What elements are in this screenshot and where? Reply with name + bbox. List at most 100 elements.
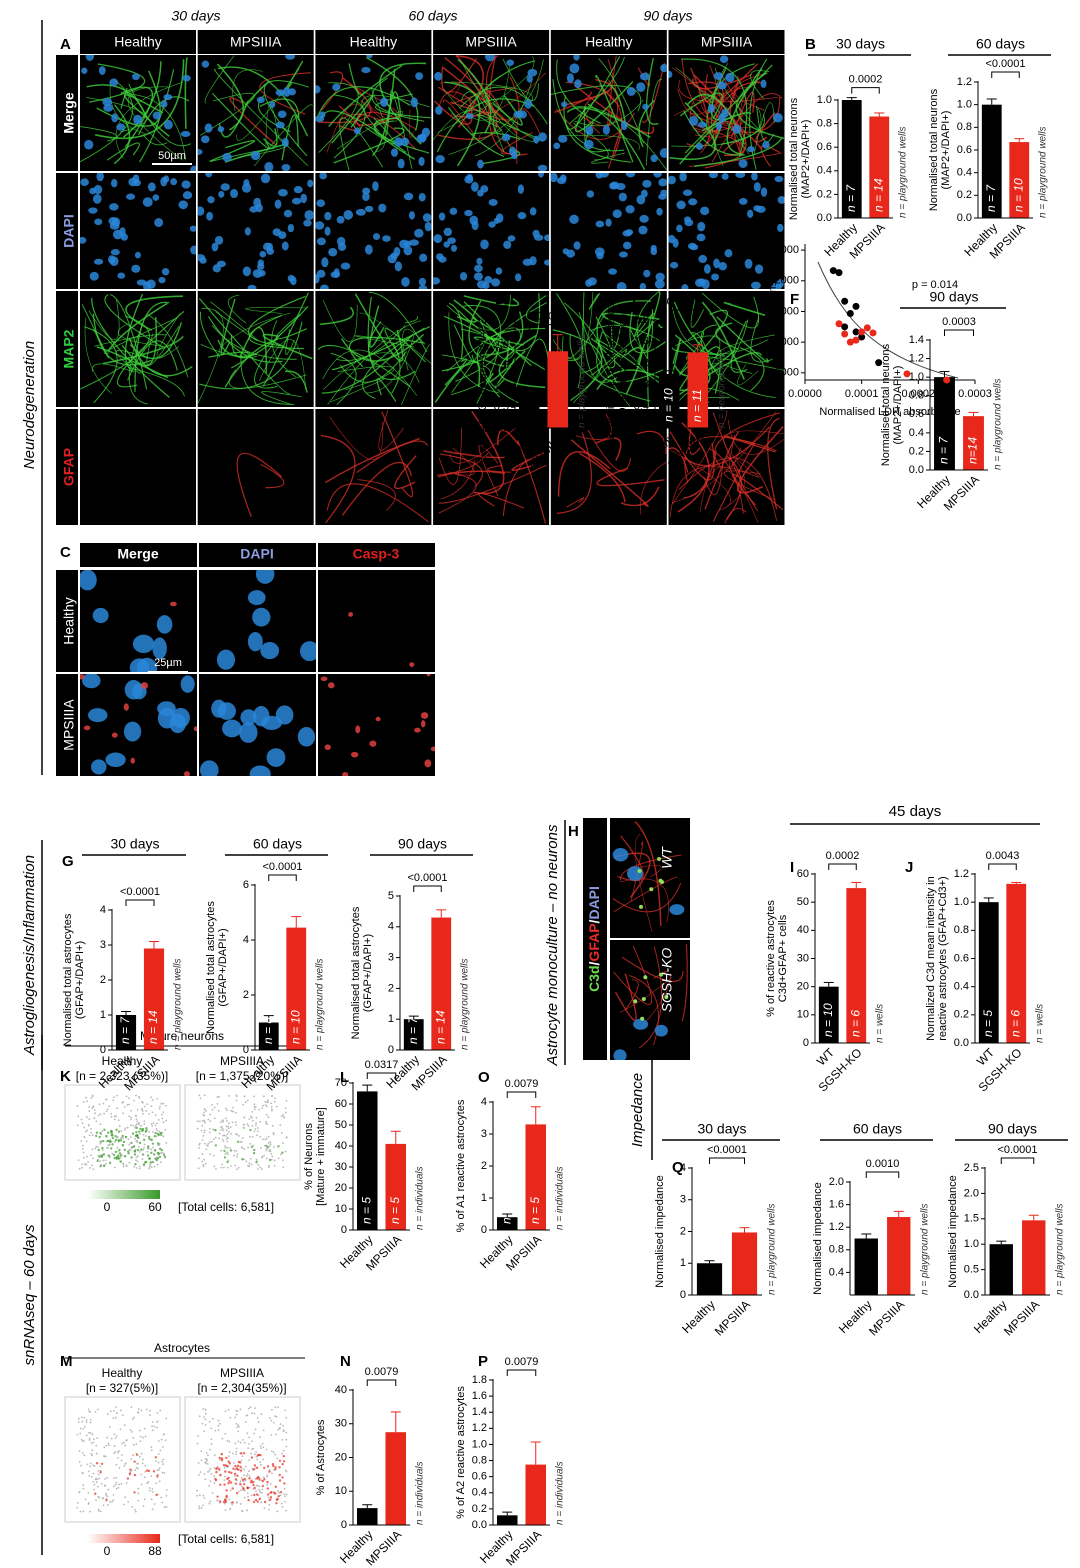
cell-dot xyxy=(111,1143,114,1146)
cell-dot xyxy=(102,1504,105,1507)
nucleus xyxy=(537,173,545,178)
nucleus xyxy=(214,235,224,245)
cell-dot xyxy=(222,1140,225,1143)
cell-dot xyxy=(251,1412,253,1415)
nucleus xyxy=(513,110,524,118)
cell-dot xyxy=(260,1447,262,1449)
fiber xyxy=(502,459,528,517)
significance-bracket xyxy=(528,324,559,331)
cell-dot xyxy=(148,1157,151,1160)
micrograph xyxy=(550,409,667,525)
fiber xyxy=(681,58,735,125)
cell-dot xyxy=(120,1409,122,1412)
fiber xyxy=(636,430,667,455)
fiber xyxy=(515,338,550,387)
cell-dot xyxy=(143,1498,146,1501)
fiber xyxy=(113,104,131,165)
cell-dot xyxy=(223,1479,226,1482)
y-tick-label: 6000 xyxy=(775,336,799,348)
micrograph xyxy=(80,173,196,289)
cell-dot xyxy=(140,1409,143,1412)
cell-dot xyxy=(219,1458,221,1461)
cell-dot xyxy=(204,1458,207,1460)
point xyxy=(863,324,871,332)
fiber xyxy=(485,75,536,140)
cell-dot xyxy=(245,1475,248,1477)
fiber xyxy=(221,312,291,347)
fiber xyxy=(598,58,644,144)
cell-dot xyxy=(152,1153,156,1156)
cell-dot xyxy=(119,1139,123,1142)
column-header xyxy=(80,543,197,567)
nucleus xyxy=(102,97,113,107)
fiber xyxy=(80,126,118,142)
nucleus xyxy=(605,218,612,227)
cell-dot xyxy=(278,1479,282,1482)
cell-dot xyxy=(248,1470,250,1473)
fiber xyxy=(473,336,524,351)
y-axis-label: % of A2 reactive astrocytes xyxy=(455,1386,467,1519)
p-value: 0.0003 xyxy=(527,311,561,323)
nucleus xyxy=(278,231,287,239)
c3d-dot xyxy=(637,869,642,874)
cell-dot xyxy=(217,1419,220,1422)
cell-dot xyxy=(142,1148,145,1151)
chart-title: 90 days xyxy=(929,289,978,305)
nucleus xyxy=(315,115,325,123)
cell-dot xyxy=(198,1507,200,1510)
cell-dot xyxy=(251,1125,254,1127)
column-header xyxy=(315,30,432,54)
cell-dot xyxy=(152,1470,156,1473)
micrograph-content xyxy=(197,55,313,171)
cell-dot xyxy=(115,1115,118,1118)
nucleus xyxy=(394,261,402,272)
cell-dot xyxy=(112,1153,116,1156)
cell-dot xyxy=(248,1459,251,1462)
n-note: n = playground wells xyxy=(460,959,471,1050)
cell-dot xyxy=(102,1102,105,1105)
cell-dot xyxy=(214,1429,217,1432)
nucleus xyxy=(283,209,293,218)
cell-dot xyxy=(272,1131,275,1134)
cell-dot xyxy=(144,1435,147,1438)
fiber xyxy=(228,294,247,324)
y-tick-label: 5 xyxy=(388,890,394,902)
fiber xyxy=(458,86,548,125)
cell-dot xyxy=(259,1166,262,1169)
cell-dot xyxy=(281,1462,284,1466)
y-tick-label: 0.4 xyxy=(634,400,649,412)
cell-dot xyxy=(120,1154,123,1157)
cell-dot xyxy=(254,1407,256,1410)
cell-dot xyxy=(95,1477,97,1480)
nucleus xyxy=(333,268,340,278)
panel-letter: M xyxy=(60,1353,73,1370)
cell-dot xyxy=(252,1447,255,1450)
cell-dot xyxy=(279,1423,282,1426)
cell-dot xyxy=(230,1471,233,1475)
cell-dot xyxy=(92,1480,95,1483)
cell-dot xyxy=(76,1506,79,1509)
nucleus xyxy=(160,100,168,108)
column-header-label: Casp-3 xyxy=(353,546,400,562)
cell-dot xyxy=(254,1498,258,1502)
cell-dot xyxy=(268,1469,271,1471)
cell-dot xyxy=(133,1473,137,1477)
nucleus xyxy=(538,132,547,142)
nucleus xyxy=(281,163,291,171)
cell-dot xyxy=(265,1120,268,1123)
cell-dot xyxy=(200,1507,203,1509)
cell-dot xyxy=(272,1421,275,1424)
fiber xyxy=(638,99,655,148)
cell-dot xyxy=(129,1118,132,1121)
cell-dot xyxy=(237,1440,240,1443)
cell-dot xyxy=(218,1456,221,1460)
nucleus xyxy=(744,258,753,269)
cell-dot xyxy=(91,1454,94,1457)
cell-dot xyxy=(95,1131,99,1134)
cell-dot xyxy=(237,1490,240,1493)
nucleus xyxy=(688,198,698,206)
cell-dot xyxy=(202,1494,205,1497)
cell-dot xyxy=(81,1452,84,1454)
cell-dot xyxy=(260,1147,262,1149)
fiber xyxy=(729,434,742,469)
